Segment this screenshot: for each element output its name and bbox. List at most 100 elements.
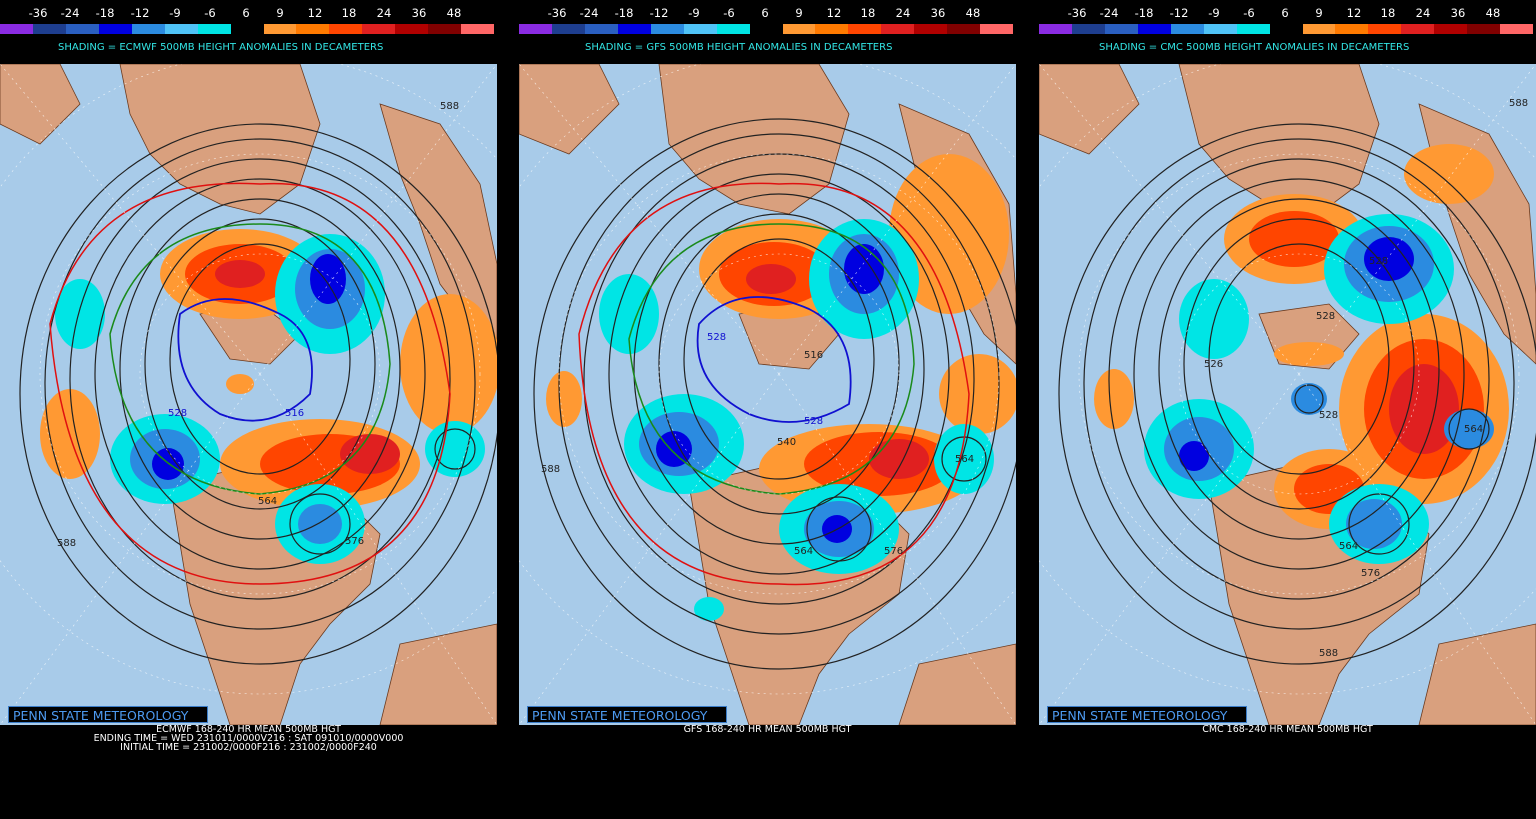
colorbar-tick: -36 (28, 6, 48, 20)
colorbar-swatch (815, 24, 849, 34)
map-canvas: 588 528 516 564 576 588 (0, 64, 497, 725)
colorbar-swatch (551, 24, 585, 34)
colorbar: -36 -24 -18 -12 -9 -6 6 9 12 18 24 36 48 (519, 0, 1016, 36)
colorbar-tick: -18 (95, 6, 115, 20)
colorbar-swatch (1071, 24, 1105, 34)
colorbar-tick: 18 (860, 6, 876, 20)
colorbar-swatch (749, 24, 783, 34)
contour-label: 528 (1319, 410, 1338, 421)
contour-label: 588 (57, 538, 76, 549)
colorbar-tick: -6 (723, 6, 735, 20)
colorbar-swatches (519, 24, 1014, 34)
colorbar-tick: 48 (965, 6, 981, 20)
shading-label: SHADING = GFS 500MB HEIGHT ANOMALIES IN … (585, 42, 893, 53)
positive-anomalies (40, 229, 497, 509)
colorbar-swatch (32, 24, 66, 34)
contour-label: 526 (1204, 359, 1223, 370)
colorbar-swatches (1039, 24, 1534, 34)
colorbar-swatch (1269, 24, 1303, 34)
colorbar-tick: 36 (411, 6, 427, 20)
colorbar-swatch (1137, 24, 1171, 34)
colorbar-tick: -9 (688, 6, 700, 20)
contour-label: 540 (777, 437, 796, 448)
footer-line: INITIAL TIME = 231002/0000F216 : 231002/… (120, 742, 377, 753)
colorbar-swatch (1039, 24, 1072, 34)
colorbar-tick: 36 (930, 6, 946, 20)
colorbar-tick: 9 (795, 6, 803, 20)
colorbar-tick: 9 (1315, 6, 1323, 20)
colorbar-swatch (947, 24, 981, 34)
contour-label: 516 (285, 408, 304, 419)
contour-label: 588 (1509, 98, 1528, 109)
colorbar-swatch (650, 24, 684, 34)
map-canvas: 528 516 528 588 564 576 564 540 (519, 64, 1016, 725)
contour-label: 564 (955, 454, 974, 465)
panel-ecmwf: -36 -24 -18 -12 -9 -6 6 9 12 18 24 36 48… (0, 0, 497, 819)
contour-labels: 528 516 528 588 564 576 564 540 (541, 332, 974, 557)
colorbar-swatch (131, 24, 165, 34)
branding-badge: PENN STATE METEOROLOGY (1047, 706, 1247, 723)
colorbar-swatch (296, 24, 330, 34)
colorbar-swatch (197, 24, 231, 34)
contour-label: 528 (804, 416, 823, 427)
contour-label: 528 (1369, 256, 1388, 267)
colorbar-swatch (683, 24, 717, 34)
colorbar-tick: -18 (1134, 6, 1154, 20)
colorbar-swatch (584, 24, 618, 34)
colorbar-swatch (1500, 24, 1534, 34)
colorbar-swatch (1335, 24, 1369, 34)
map-cmc: 588 528 528 526 564 576 528 564 588 (1039, 64, 1536, 725)
colorbar-swatch (0, 24, 33, 34)
colorbar-tick: -24 (1099, 6, 1119, 20)
contour-label: 516 (804, 350, 823, 361)
colorbar-tick: -6 (1243, 6, 1255, 20)
colorbar-tick: -18 (614, 6, 634, 20)
map-gfs: 528 516 528 588 564 576 564 540 (519, 64, 1016, 725)
colorbar-swatch (461, 24, 495, 34)
contour-label: 528 (707, 332, 726, 343)
contour-red (49, 182, 451, 585)
height-contours (19, 123, 497, 665)
colorbar-swatch (1203, 24, 1237, 34)
colorbar-swatch (329, 24, 363, 34)
colorbar-tick: 6 (761, 6, 769, 20)
contour-label: 564 (258, 496, 277, 507)
colorbar-tick: 12 (307, 6, 323, 20)
colorbar-swatch (1467, 24, 1501, 34)
colorbar-swatch (428, 24, 462, 34)
panel-cmc: -36 -24 -18 -12 -9 -6 6 9 12 18 24 36 48… (1039, 0, 1536, 819)
contour-labels: 588 528 528 526 564 576 528 564 588 (1204, 98, 1528, 659)
contour-label: 588 (541, 464, 560, 475)
colorbar-swatch (914, 24, 948, 34)
footer-line: CMC 168-240 HR MEAN 500MB HGT (1202, 724, 1373, 735)
colorbar-swatch (980, 24, 1014, 34)
negative-anomalies (1144, 214, 1494, 564)
colorbar-swatch (1434, 24, 1468, 34)
contour-label: 564 (794, 546, 813, 557)
colorbar-swatch (230, 24, 264, 34)
colorbar-tick: -12 (1169, 6, 1189, 20)
colorbar-swatch (65, 24, 99, 34)
colorbar-tick: 24 (376, 6, 392, 20)
colorbar-swatch (164, 24, 198, 34)
height-contours (1058, 123, 1536, 665)
footer-line: ENDING TIME = WED 231011/0000V216 : SAT … (93, 733, 404, 744)
colorbar-tick: -24 (579, 6, 599, 20)
colorbar-swatch (716, 24, 750, 34)
colorbar-tick: 48 (1485, 6, 1501, 20)
colorbar-tick: -9 (1208, 6, 1220, 20)
contour-label: 564 (1339, 541, 1358, 552)
colorbar-swatch (362, 24, 396, 34)
contour-label: 588 (1319, 648, 1338, 659)
map-ecmwf: 588 528 516 564 576 588 (0, 64, 497, 725)
map-canvas: 588 528 528 526 564 576 528 564 588 (1039, 64, 1536, 725)
graticule (1039, 64, 1536, 725)
contour-label: 528 (168, 408, 187, 419)
contour-label: 564 (1464, 424, 1483, 435)
colorbar-swatch (881, 24, 915, 34)
colorbar-tick: -9 (169, 6, 181, 20)
colorbar-tick: 18 (1380, 6, 1396, 20)
colorbar-tick: 48 (446, 6, 462, 20)
shading-label: SHADING = ECMWF 500MB HEIGHT ANOMALIES I… (58, 42, 384, 53)
footer-line: ECMWF 168-240 HR MEAN 500MB HGT (156, 724, 341, 735)
